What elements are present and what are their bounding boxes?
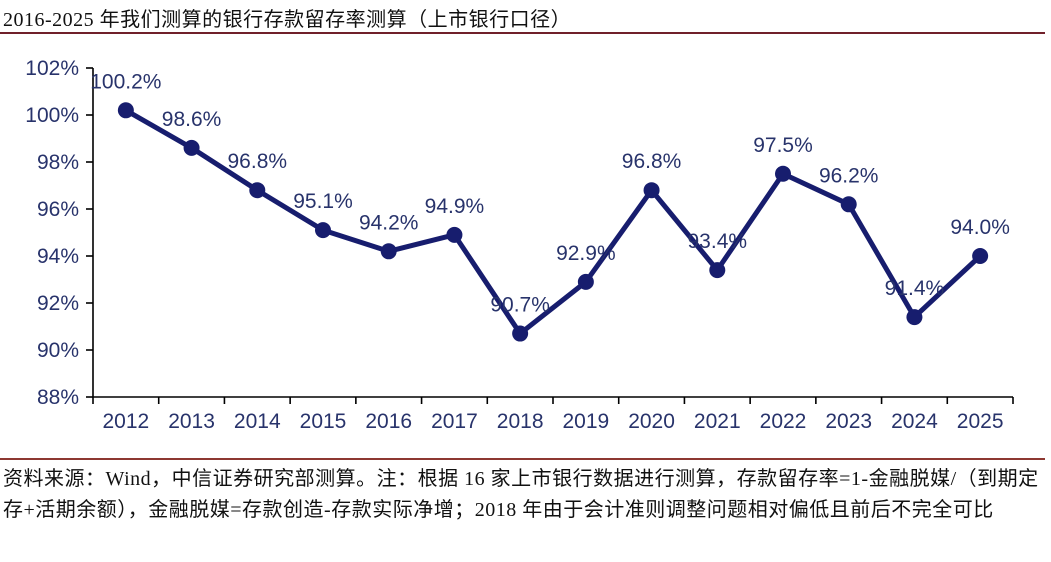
data-point-marker <box>315 222 331 239</box>
x-tick-label: 2024 <box>891 410 938 433</box>
x-tick-label: 2013 <box>168 410 215 433</box>
data-point-marker <box>512 325 529 342</box>
data-point-marker <box>380 243 397 260</box>
data-point-label: 100.2% <box>90 70 161 93</box>
data-point-marker <box>183 139 200 156</box>
axis-lines <box>92 68 1013 398</box>
data-point-marker <box>709 262 726 279</box>
data-point-label: 94.0% <box>950 216 1010 239</box>
x-tick-label: 2016 <box>365 410 412 433</box>
data-point-marker <box>446 226 463 243</box>
series-line <box>123 107 983 337</box>
x-tick-label: 2020 <box>628 410 675 433</box>
data-point-label: 97.5% <box>753 134 813 157</box>
data-point-marker <box>249 182 266 199</box>
x-tick-label: 2014 <box>234 410 281 433</box>
data-point-label: 94.2% <box>359 211 419 234</box>
y-tick-label: 100% <box>25 104 79 127</box>
data-point-marker <box>906 309 923 326</box>
x-tick-label: 2021 <box>694 410 741 433</box>
data-point-marker <box>577 273 594 290</box>
x-tick-label: 2023 <box>825 410 872 433</box>
x-tick-label: 2012 <box>102 410 149 433</box>
y-tick-label: 102% <box>25 57 79 80</box>
y-tick-label: 90% <box>37 339 79 362</box>
data-point-label: 94.9% <box>425 195 485 218</box>
y-tick-label: 88% <box>37 386 79 409</box>
data-point-marker <box>840 196 857 213</box>
title-underline-rule <box>0 32 1045 34</box>
y-tick-label: 96% <box>37 198 79 221</box>
data-point-label: 95.1% <box>293 190 353 213</box>
data-point-label: 96.8% <box>622 150 682 173</box>
x-tick-label: 2015 <box>300 410 347 433</box>
data-point-label: 92.9% <box>556 242 616 265</box>
data-point-label: 98.6% <box>162 108 222 131</box>
source-note: 资料来源：Wind，中信证券研究部测算。注：根据 16 家上市银行数据进行测算，… <box>3 468 1039 521</box>
data-point-label: 96.2% <box>819 164 879 187</box>
data-point-label: 93.4% <box>688 230 748 253</box>
data-point-label: 90.7% <box>490 294 550 317</box>
x-tick-label: 2018 <box>497 410 544 433</box>
data-point-label: 91.4% <box>885 277 945 300</box>
data-point-marker <box>775 165 791 182</box>
chart-title: 2016-2025 年我们测算的银行存款留存率测算（上市银行口径） <box>3 9 572 31</box>
data-point-marker <box>117 102 134 119</box>
x-tick-label: 2025 <box>957 410 1004 433</box>
data-point-marker <box>643 182 660 199</box>
data-point-marker <box>972 248 989 264</box>
data-point-label: 96.8% <box>228 150 288 173</box>
y-tick-label: 98% <box>37 151 79 174</box>
x-tick-label: 2022 <box>760 410 807 433</box>
footer-divider-rule <box>0 458 1045 460</box>
x-tick-label: 2019 <box>562 410 609 433</box>
x-tick-label: 2017 <box>431 410 478 433</box>
y-tick-label: 92% <box>37 292 79 315</box>
y-tick-label: 94% <box>37 245 79 268</box>
